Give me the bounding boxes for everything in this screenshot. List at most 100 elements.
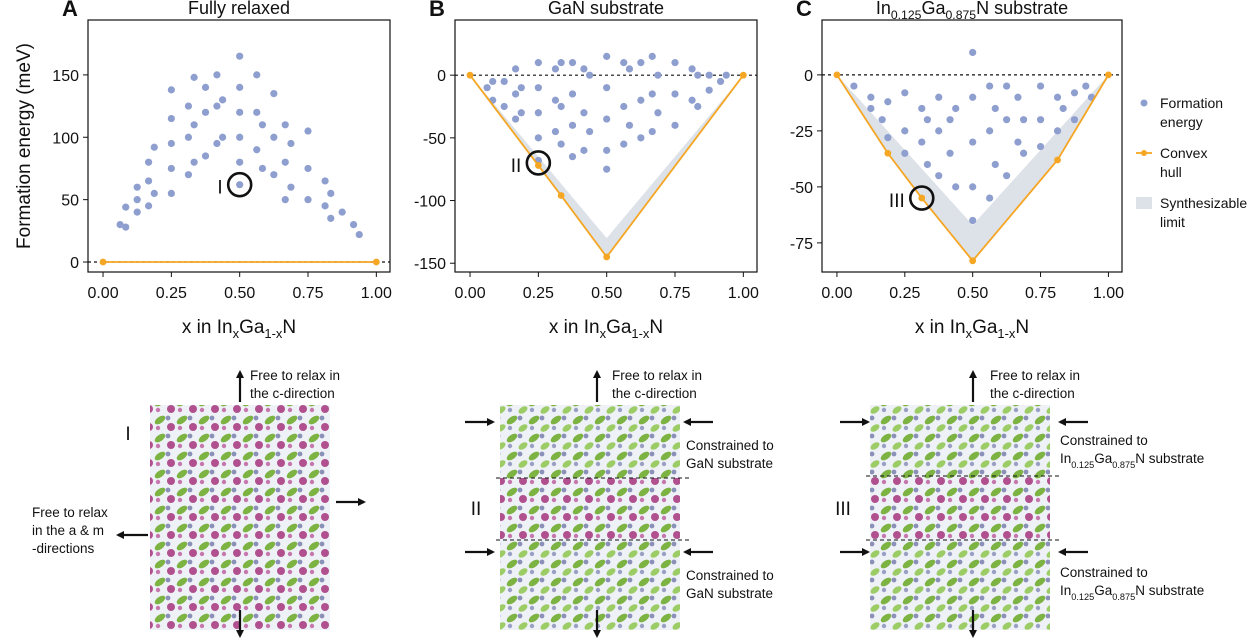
data-point <box>991 104 999 113</box>
data-point <box>150 189 158 198</box>
annotation: Constrained to <box>686 568 774 583</box>
annotation-part: the c-direction <box>612 386 697 401</box>
data-point <box>551 65 560 73</box>
annotation: In0.125Ga0.875N substrate <box>1060 451 1204 470</box>
data-point <box>355 230 363 239</box>
x-axis-label-part: x <box>966 326 973 341</box>
data-point <box>637 134 645 142</box>
data-point <box>1036 82 1045 90</box>
x-axis-label-part: N <box>282 317 296 338</box>
legend-swatch <box>1140 99 1148 107</box>
annotation-part: In <box>1060 451 1071 466</box>
panel-letter: C <box>796 0 812 21</box>
data-point <box>304 127 312 135</box>
data-point <box>287 139 295 148</box>
annotation: Free to relax in <box>250 368 340 383</box>
chart-title-part: GaN substrate <box>548 0 664 18</box>
annotation-part: Ga <box>1094 583 1113 598</box>
data-point <box>935 127 943 135</box>
data-point <box>511 115 520 123</box>
data-point <box>671 90 679 98</box>
data-point <box>1036 142 1045 151</box>
x-axis-label-part: x in In <box>549 317 600 338</box>
data-point <box>557 59 565 67</box>
annotation: Free to relax <box>32 505 108 520</box>
data-point <box>1082 82 1090 90</box>
x-tick-label: 0.50 <box>957 285 988 302</box>
annotation-part: -directions <box>32 541 95 556</box>
data-point <box>184 102 193 110</box>
highlight-label: II <box>511 156 522 177</box>
y-tick-label: 50 <box>61 193 79 210</box>
data-point <box>489 77 497 86</box>
data-point <box>213 71 221 79</box>
data-point <box>568 121 577 129</box>
data-point <box>620 59 628 67</box>
data-point <box>219 133 227 141</box>
hull-point <box>1105 71 1112 79</box>
annotation-part: GaN substrate <box>686 586 773 601</box>
annotation: -directions <box>32 541 95 556</box>
data-point <box>884 134 892 142</box>
panel-letter: B <box>429 0 445 21</box>
y-tick-label: 0 <box>804 68 813 85</box>
x-tick-label: 0.50 <box>591 285 622 302</box>
data-point <box>1003 172 1011 180</box>
structure-label: II <box>471 499 482 520</box>
data-point <box>190 158 198 166</box>
x-axis-label-part: x in In <box>182 317 233 338</box>
data-point <box>150 143 158 151</box>
chart-title-part: Ga <box>921 0 946 18</box>
data-point <box>258 164 267 173</box>
data-point <box>969 216 977 225</box>
annotation: GaN substrate <box>686 586 773 601</box>
data-point <box>236 158 244 166</box>
annotation-part: N substrate <box>1135 451 1204 466</box>
data-point <box>722 71 730 79</box>
y-tick-label: 0 <box>437 68 446 85</box>
data-point <box>116 220 124 229</box>
plot-frame <box>87 19 391 273</box>
annotation-part: Constrained to <box>686 438 774 453</box>
chart-title-part: 0.125 <box>891 8 922 22</box>
data-point <box>935 172 943 180</box>
annotation: Constrained to <box>1060 433 1148 448</box>
data-point <box>1036 116 1045 124</box>
annotation-part: Ga <box>1094 451 1113 466</box>
data-point <box>281 158 289 166</box>
data-point <box>236 83 244 91</box>
hull-point <box>918 194 926 202</box>
data-point <box>534 134 542 142</box>
data-point <box>620 102 628 111</box>
data-point <box>483 84 491 92</box>
annotation: the c-direction <box>990 386 1075 401</box>
annotation-part: Constrained to <box>1060 565 1148 580</box>
data-point <box>327 214 335 222</box>
legend-label: Convex hull <box>1160 145 1211 180</box>
hull-point <box>1054 156 1061 164</box>
annotation: In0.125Ga0.875N substrate <box>1060 583 1204 602</box>
data-point <box>551 96 560 104</box>
legend-swatch <box>1141 150 1147 156</box>
data-point <box>586 127 594 136</box>
data-point <box>133 183 141 191</box>
data-point <box>1019 116 1028 124</box>
data-point <box>603 146 611 154</box>
data-point <box>167 86 175 94</box>
x-axis-label-part: 1-x <box>264 326 282 341</box>
data-point <box>884 98 892 106</box>
data-point <box>648 127 656 136</box>
plot-frame <box>821 19 1123 273</box>
annotation-part: GaN substrate <box>686 456 773 471</box>
data-point <box>281 121 289 129</box>
annotation-part: Free to relax in <box>990 368 1080 383</box>
x-axis-label: x in InxGa1-xN <box>549 317 663 341</box>
x-tick-label: 0.25 <box>523 285 554 302</box>
data-point <box>1014 93 1022 101</box>
y-tick-label: -50 <box>790 180 813 197</box>
data-point <box>213 102 221 110</box>
data-point <box>270 133 278 141</box>
highlight-label: III <box>889 191 905 212</box>
annotation: Constrained to <box>686 438 774 453</box>
